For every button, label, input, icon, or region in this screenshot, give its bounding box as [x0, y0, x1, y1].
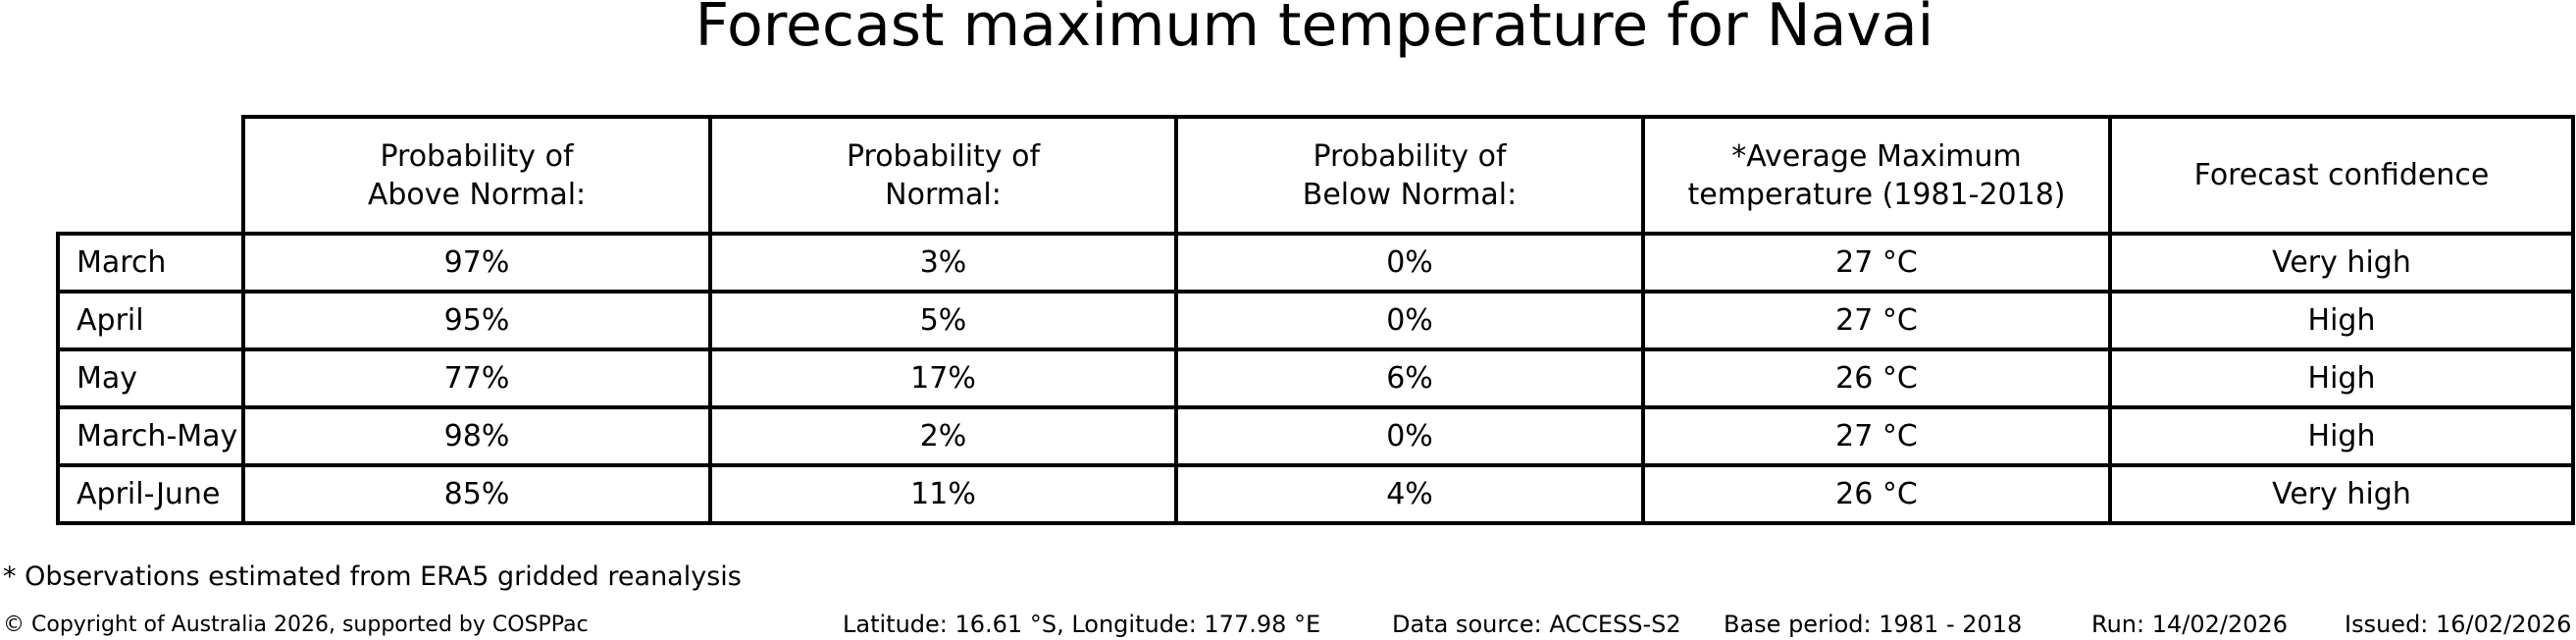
- row-label: May: [56, 347, 245, 409]
- cell-average-max-temp: 26 °C: [1641, 463, 2112, 525]
- row-label: March: [56, 232, 245, 293]
- cell-forecast-confidence: High: [2108, 347, 2575, 409]
- cell-above-normal: 95%: [241, 290, 712, 351]
- cell-forecast-confidence: High: [2108, 405, 2575, 467]
- cell-above-normal: 98%: [241, 405, 712, 467]
- empty-corner-cell: [58, 117, 243, 234]
- col-header-average-max-temp: *Average Maximum temperature (1981-2018): [1641, 115, 2112, 236]
- cell-normal: 17%: [708, 347, 1178, 409]
- col-header-forecast-confidence: Forecast confidence: [2108, 115, 2575, 236]
- location-text: Latitude: 16.61 °S, Longitude: 177.98 °E: [843, 611, 1321, 638]
- cell-below-normal: 6%: [1174, 347, 1645, 409]
- cell-below-normal: 4%: [1174, 463, 1645, 525]
- col-header-normal: Probability of Normal:: [708, 115, 1178, 236]
- table-row: April 95% 5% 0% 27 °C High: [56, 290, 2575, 351]
- run-date-text: Run: 14/02/2026: [2091, 611, 2289, 638]
- table-row: April-June 85% 11% 4% 26 °C Very high: [56, 463, 2575, 525]
- cell-average-max-temp: 26 °C: [1641, 347, 2112, 409]
- row-label: April: [56, 290, 245, 351]
- col-header-above-normal: Probability of Above Normal:: [241, 115, 712, 236]
- cell-average-max-temp: 27 °C: [1641, 232, 2112, 293]
- table-row: March 97% 3% 0% 27 °C Very high: [56, 232, 2575, 293]
- cell-normal: 2%: [708, 405, 1178, 467]
- data-source-text: Data source: ACCESS-S2: [1392, 611, 1681, 638]
- cell-forecast-confidence: High: [2108, 290, 2575, 351]
- row-label: March-May: [56, 405, 245, 467]
- cell-average-max-temp: 27 °C: [1641, 405, 2112, 467]
- copyright-text: © Copyright of Australia 2026, supported…: [3, 613, 589, 637]
- cell-forecast-confidence: Very high: [2108, 463, 2575, 525]
- cell-normal: 5%: [708, 290, 1178, 351]
- cell-normal: 11%: [708, 463, 1178, 525]
- cell-below-normal: 0%: [1174, 232, 1645, 293]
- cell-forecast-confidence: Very high: [2108, 232, 2575, 293]
- table-header-row: Probability of Above Normal: Probability…: [58, 115, 2575, 236]
- cell-normal: 3%: [708, 232, 1178, 293]
- forecast-table: Probability of Above Normal: Probability…: [56, 115, 2575, 525]
- row-label: April-June: [56, 463, 245, 525]
- cell-above-normal: 97%: [241, 232, 712, 293]
- footnote: * Observations estimated from ERA5 gridd…: [3, 561, 742, 592]
- cell-below-normal: 0%: [1174, 405, 1645, 467]
- col-header-below-normal: Probability of Below Normal:: [1174, 115, 1645, 236]
- cell-below-normal: 0%: [1174, 290, 1645, 351]
- issued-date-text: Issued: 16/02/2026: [2344, 611, 2572, 638]
- cell-average-max-temp: 27 °C: [1641, 290, 2112, 351]
- table-row: May 77% 17% 6% 26 °C High: [56, 347, 2575, 409]
- cell-above-normal: 85%: [241, 463, 712, 525]
- page-title: Forecast maximum temperature for Navai: [695, 0, 1934, 60]
- base-period-text: Base period: 1981 - 2018: [1724, 611, 2023, 638]
- cell-above-normal: 77%: [241, 347, 712, 409]
- table-row: March-May 98% 2% 0% 27 °C High: [56, 405, 2575, 467]
